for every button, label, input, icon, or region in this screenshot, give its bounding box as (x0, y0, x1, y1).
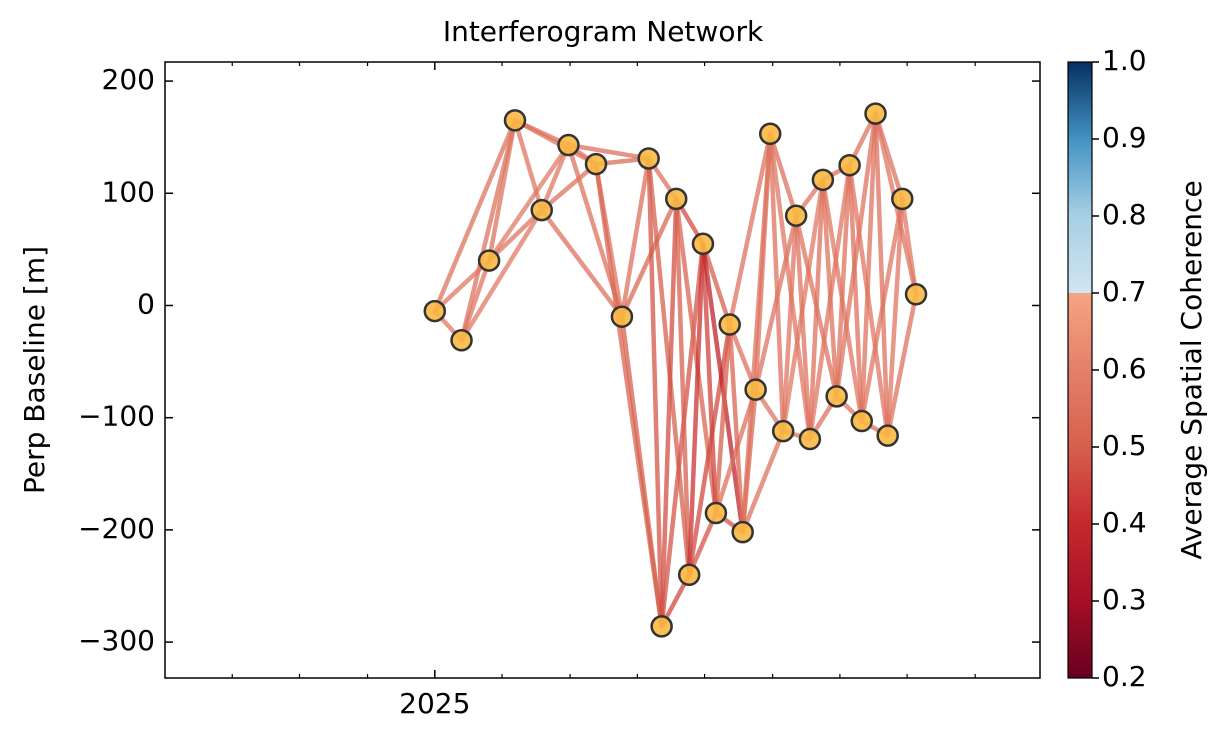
network-edge (793, 213, 813, 442)
network-edge (820, 177, 839, 399)
network-edge (686, 322, 732, 578)
network-edge (859, 111, 878, 424)
acquisition-point (891, 187, 914, 211)
colorbar-tick-label: 0.2 (1102, 660, 1147, 693)
network-edge (885, 196, 905, 438)
network-edge (700, 241, 732, 327)
network-edge (486, 118, 518, 263)
acquisition-point (838, 153, 861, 177)
colorbar-label: Average Spatial Coherence (1175, 180, 1208, 559)
network-edge (847, 162, 865, 424)
colorbar (1067, 61, 1093, 679)
acquisition-point (811, 168, 835, 192)
acquisition-point (864, 102, 887, 125)
y-tick-label: −100 (78, 400, 155, 433)
network-edge (486, 142, 571, 263)
network-edge (700, 241, 719, 516)
network-edge (539, 142, 571, 213)
acquisition-point (650, 615, 673, 638)
plot-frame (164, 61, 1041, 679)
network-edge (432, 118, 518, 314)
acquisition-point (771, 419, 795, 443)
network-edge (834, 162, 852, 399)
y-tick-label: −200 (78, 512, 155, 545)
acquisition-point (704, 501, 728, 525)
acquisition-point (664, 187, 688, 211)
network-edge (566, 142, 651, 161)
network-edge (539, 161, 599, 213)
network-edge (539, 207, 625, 319)
network-edge (900, 196, 919, 297)
colorbar-tick-label: 0.9 (1102, 121, 1147, 154)
acquisition-point (677, 563, 701, 587)
acquisition-point (584, 152, 608, 176)
network-edge (686, 241, 706, 578)
y-tick-label: 200 (102, 63, 155, 96)
y-axis-label: Perp Baseline [m] (18, 246, 51, 494)
colorbar-tick-label: 1.0 (1102, 44, 1147, 77)
network-edge (459, 207, 544, 343)
acquisition-point (530, 198, 553, 222)
acquisition-point (423, 299, 447, 323)
network-edge (713, 322, 732, 516)
x-tick-label: 2025 (399, 687, 470, 720)
network-edge (767, 131, 799, 218)
acquisition-point (850, 409, 874, 433)
colorbar-tick-label: 0.7 (1102, 275, 1147, 308)
network-edge (727, 131, 773, 327)
acquisition-point (718, 313, 741, 336)
acquisition-point (904, 283, 928, 306)
network-edge (619, 196, 679, 319)
network-edge (673, 196, 692, 578)
acquisition-point (731, 520, 754, 544)
acquisition-point (784, 204, 808, 227)
acquisition-point (637, 147, 660, 170)
acquisition-point (477, 249, 501, 272)
network-edge (753, 131, 773, 392)
acquisition-point (610, 305, 634, 328)
network-edge (727, 322, 745, 535)
acquisition-point (876, 424, 899, 447)
network-edge (780, 213, 799, 434)
colorbar-tick-label: 0.3 (1102, 583, 1147, 616)
network-edge (619, 156, 651, 319)
acquisition-point (798, 427, 822, 451)
colorbar-tick-label: 0.5 (1102, 429, 1147, 462)
network-edge (512, 118, 544, 213)
y-tick-label: 100 (102, 175, 155, 208)
acquisition-point (691, 232, 715, 256)
edges (432, 111, 919, 629)
acquisition-point (758, 122, 782, 146)
network-edge (767, 131, 786, 434)
y-tick-label: 0 (137, 287, 155, 320)
colorbar-tick-label: 0.4 (1102, 506, 1147, 539)
network-edge (619, 314, 664, 629)
acquisition-point (557, 133, 580, 157)
network-edge (873, 111, 890, 438)
acquisition-point (450, 329, 473, 352)
acquisition-point (825, 385, 848, 408)
colorbar-tick-label: 0.8 (1102, 198, 1147, 231)
network-edge (807, 177, 826, 442)
chart-title: Interferogram Network (443, 15, 764, 48)
network-edge (885, 292, 919, 438)
network-edge (646, 156, 664, 629)
network-edge (486, 207, 544, 263)
network-edge (659, 196, 679, 629)
y-tick-label: −300 (78, 624, 155, 657)
network-edge (740, 428, 786, 535)
colorbar-tick-label: 0.6 (1102, 352, 1147, 385)
acquisition-point (503, 109, 527, 132)
acquisition-point (744, 378, 767, 401)
